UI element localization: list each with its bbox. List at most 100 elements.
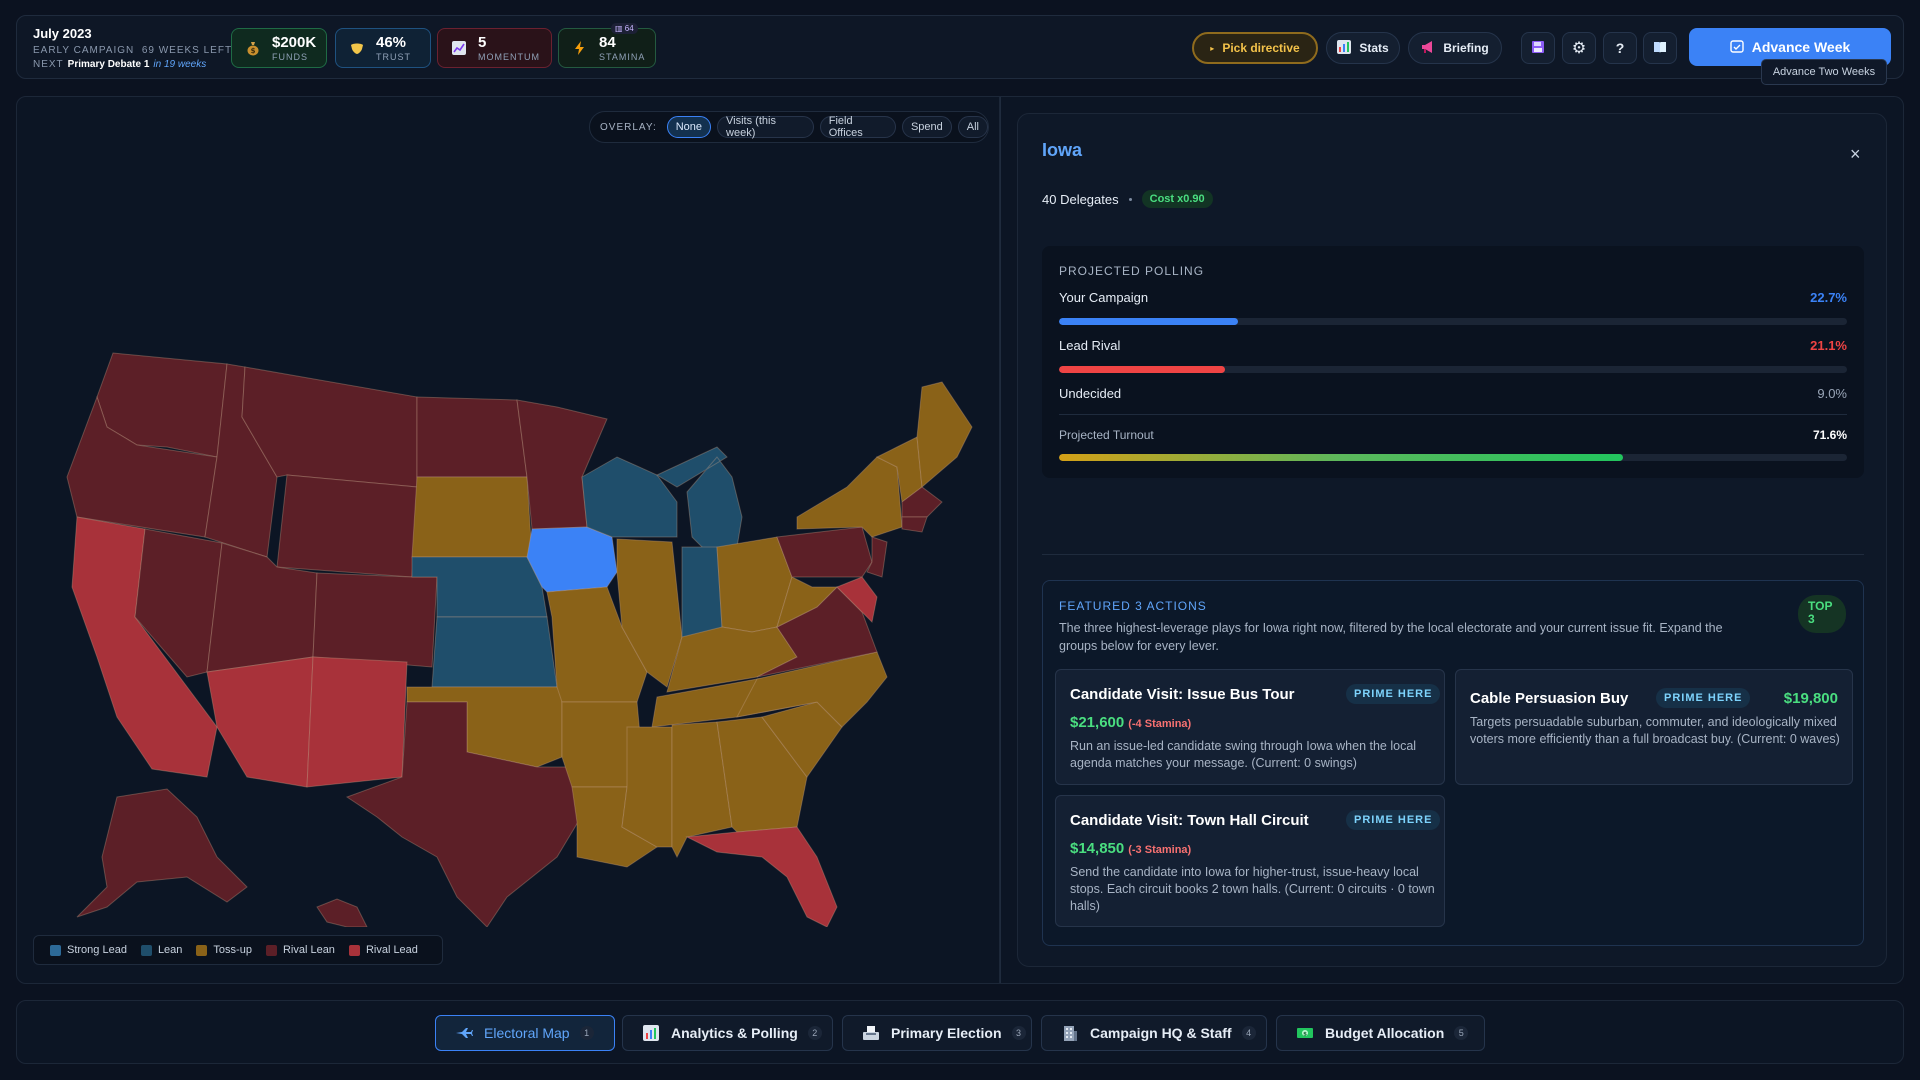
state-michigan[interactable] [655, 446, 743, 553]
state-colorado[interactable] [312, 572, 438, 668]
top-status-bar: July 2023 EARLY CAMPAIGN 69 WEEKS LEFT N… [16, 15, 1904, 79]
tab-budget-allocation[interactable]: $ Budget Allocation 5 [1276, 1015, 1485, 1051]
state-texas[interactable] [345, 701, 588, 927]
tab-primary-election[interactable]: Primary Election 3 [842, 1015, 1032, 1051]
state-north-dakota[interactable] [416, 396, 528, 478]
stats-button[interactable]: Stats [1326, 32, 1400, 64]
state-north-carolina[interactable] [736, 651, 888, 728]
overlay-option-field-offices[interactable]: Field Offices [819, 115, 896, 139]
legend-item: Rival Lean [265, 944, 335, 956]
legend-swatch [196, 944, 208, 956]
state-new-mexico[interactable] [306, 656, 408, 788]
state-south-dakota[interactable] [411, 476, 533, 558]
help-button[interactable]: ? [1603, 32, 1637, 64]
question-mark-icon: ? [1615, 40, 1625, 56]
guide-button[interactable] [1643, 32, 1677, 64]
tab-analytics-polling[interactable]: Analytics & Polling 2 [622, 1015, 833, 1051]
tab-campaign-hq-staff[interactable]: Campaign HQ & Staff 4 [1041, 1015, 1267, 1051]
map-legend: Strong Lead Lean Toss-up Rival Lean Riva… [33, 935, 443, 965]
funds-value: $200K [272, 33, 317, 51]
bottom-navigation: Electoral Map 1 Analytics & Polling 2 Pr… [16, 1000, 1904, 1064]
state-kansas[interactable] [431, 616, 558, 688]
stamina-cost: (-4 Stamina) [1128, 718, 1192, 730]
legend-swatch [140, 944, 152, 956]
briefing-button[interactable]: Briefing [1408, 32, 1502, 64]
trust-value: 46% [376, 33, 407, 51]
stamina-value: 84 [599, 33, 616, 51]
campaign-date-block: July 2023 EARLY CAMPAIGN 69 WEEKS LEFT N… [33, 26, 232, 70]
legend-item: Strong Lead [50, 944, 127, 956]
featured-actions-panel: FEATURED 3 ACTIONS The three highest-lev… [1042, 580, 1864, 946]
featured-description: The three highest-leverage plays for Iow… [1059, 621, 1723, 653]
stamina-badge: ▥ 64 [611, 23, 638, 34]
state-connecticut-ri[interactable] [901, 516, 928, 533]
state-pennsylvania[interactable] [776, 526, 873, 578]
trust-label: TRUST [376, 51, 411, 62]
megaphone-icon [1421, 40, 1435, 57]
action-cost: $14,850 [1070, 840, 1125, 857]
state-illinois[interactable] [616, 538, 683, 688]
prime-here-badge: PRIME HERE [1346, 810, 1441, 830]
next-event-countdown: in 19 weeks [153, 59, 207, 70]
electoral-map-panel: OVERLAY: None Visits (this week) Field O… [16, 96, 1000, 984]
state-name: Iowa [1042, 140, 1083, 160]
delegate-info: 40 Delegates Cost x0.90 [1042, 190, 1213, 208]
action-card-issue-bus-tour[interactable]: Candidate Visit: Issue Bus Tour PRIME HE… [1055, 669, 1445, 785]
tab-electoral-map[interactable]: Electoral Map 1 [435, 1015, 615, 1051]
pick-directive-button[interactable]: ▸ Pick directive [1192, 32, 1318, 64]
state-florida[interactable] [685, 826, 838, 927]
state-arizona[interactable] [206, 656, 314, 788]
overlay-option-visits[interactable]: Visits (this week) [717, 115, 814, 139]
state-idaho[interactable] [204, 363, 278, 558]
state-wyoming[interactable] [276, 474, 418, 578]
stamina-stat: 84 STAMINA ▥ 64 [558, 23, 656, 68]
action-cost: $21,600 [1070, 714, 1125, 731]
state-wisconsin[interactable] [581, 456, 678, 538]
calendar-check-icon [1730, 39, 1744, 56]
us-map[interactable] [17, 157, 1001, 927]
your-campaign-bar [1059, 318, 1238, 325]
action-card-town-hall-circuit[interactable]: Candidate Visit: Town Hall Circuit PRIME… [1055, 795, 1445, 927]
divider [1059, 414, 1847, 415]
stamina-cost: (-3 Stamina) [1128, 844, 1192, 856]
gear-icon: ⚙ [1571, 40, 1587, 57]
overlay-option-none[interactable]: None [666, 116, 712, 138]
state-hawaii[interactable] [316, 898, 368, 927]
prime-here-badge: PRIME HERE [1346, 684, 1441, 704]
state-massachusetts[interactable] [901, 486, 943, 518]
state-nevada[interactable] [134, 528, 223, 678]
state-iowa[interactable] [526, 526, 618, 593]
separator-dot [1128, 197, 1132, 201]
book-icon [1653, 40, 1667, 56]
state-new-york[interactable] [796, 456, 903, 538]
turnout-bar [1059, 454, 1624, 461]
state-maine[interactable] [916, 381, 973, 489]
state-alaska[interactable] [76, 788, 248, 918]
action-description: Send the candidate into Iowa for higher-… [1070, 865, 1435, 913]
polling-bar-track [1059, 318, 1847, 325]
floppy-disk-icon [1531, 40, 1545, 57]
svg-text:$: $ [251, 47, 256, 55]
cost-badge: Cost x0.90 [1141, 190, 1213, 208]
bar-chart-icon [641, 1025, 661, 1041]
delegate-count: 40 Delegates [1042, 191, 1119, 207]
bar-chart-icon [1337, 39, 1352, 57]
settings-button[interactable]: ⚙ [1562, 32, 1596, 64]
state-new-jersey[interactable] [866, 536, 888, 578]
action-card-cable-persuasion[interactable]: Cable Persuasion Buy PRIME HERE $19,800 … [1455, 669, 1853, 785]
state-maryland-delaware[interactable] [836, 576, 878, 624]
action-description: Run an issue-led candidate swing through… [1070, 739, 1417, 770]
action-description: Targets persuadable suburban, commuter, … [1470, 715, 1840, 746]
funds-label: FUNDS [272, 51, 308, 62]
save-button[interactable] [1521, 32, 1555, 64]
funds-stat: $ $200K FUNDS [231, 28, 327, 68]
overlay-option-all[interactable]: All [957, 116, 988, 138]
advance-two-weeks-button[interactable]: Advance Two Weeks [1761, 59, 1887, 85]
legend-swatch [265, 944, 277, 956]
state-mississippi[interactable] [621, 726, 673, 848]
close-icon[interactable]: × [1850, 144, 1861, 164]
current-date: July 2023 [33, 26, 92, 41]
next-event: Primary Debate 1 [67, 59, 150, 70]
state-west-virginia[interactable] [776, 576, 839, 628]
overlay-option-spend[interactable]: Spend [901, 116, 952, 138]
